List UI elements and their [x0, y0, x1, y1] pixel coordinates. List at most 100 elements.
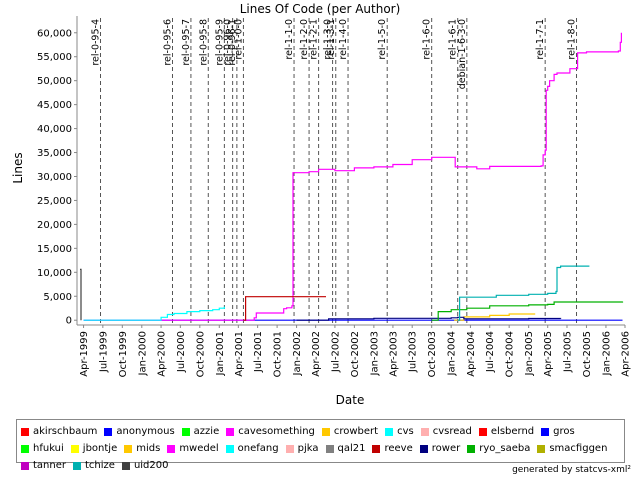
- legend-swatch: [478, 427, 487, 436]
- y-tick-label: 15,000: [37, 244, 72, 255]
- x-tick-label: Jul-2003: [408, 331, 419, 373]
- series-line-crowbert: [454, 313, 536, 321]
- legend-item-anonymous: anonymous: [104, 423, 175, 440]
- series-lines: [80, 32, 624, 321]
- release-marker-label: debian-1-6-3-0: [457, 19, 468, 89]
- legend-swatch: [167, 444, 176, 453]
- x-tick-label: Jan-2003: [369, 331, 380, 376]
- legend-item-smacfiggen: smacfiggen: [537, 440, 607, 457]
- x-tick-label: Jul-2004: [485, 331, 496, 373]
- legend-item-ryo_saeba: ryo_saeba: [467, 440, 530, 457]
- legend-label: cvsread: [432, 426, 472, 437]
- legend-label: azzie: [193, 426, 220, 437]
- release-marker-label: rel-1-6-0: [422, 19, 433, 60]
- series-line-mwedel: [83, 32, 622, 321]
- legend-swatch: [325, 444, 334, 453]
- x-tick-label: Oct-2003: [427, 331, 438, 377]
- x-tick-label: Apr-2004: [466, 331, 477, 377]
- release-marker-label: rel-1-2-1: [309, 19, 320, 60]
- legend-swatch: [285, 444, 294, 453]
- legend-label: tchize: [85, 460, 115, 471]
- x-tick-label: Jan-2005: [524, 331, 535, 376]
- x-tick-label: Oct-2004: [505, 331, 516, 377]
- y-tick-label: 40,000: [37, 124, 72, 135]
- legend-label: pjka: [297, 443, 319, 454]
- x-tick-label: Oct-2000: [195, 331, 206, 377]
- legend-item-jbontje: jbontje: [70, 440, 118, 457]
- legend-label: jbontje: [82, 443, 118, 454]
- x-tick-label: Apr-2001: [234, 331, 245, 377]
- release-marker-label: rel-0-95-9: [214, 19, 225, 66]
- x-tick-label: Apr-2002: [311, 331, 322, 377]
- release-marker-label: rel-0-96-0: [223, 19, 234, 66]
- release-marker-label: rel-0-96-1: [227, 19, 238, 66]
- release-marker-label: rel-1-3-1: [326, 19, 337, 60]
- x-tick-label: Jan-2001: [215, 331, 226, 376]
- legend-swatch: [21, 444, 29, 453]
- release-marker-label: rel-1-3-0: [323, 19, 334, 60]
- x-tick-label: Apr-2005: [543, 331, 554, 377]
- legend-label: cvs: [397, 426, 414, 437]
- y-tick-label: 30,000: [37, 172, 72, 183]
- legend: akirschbaum anonymous azzie cavesomething cr…: [16, 419, 625, 471]
- legend-label: rower: [431, 443, 461, 454]
- legend-swatch: [225, 444, 234, 453]
- x-tick-label: Oct-1999: [118, 331, 129, 377]
- series-line-uid200: [80, 268, 82, 321]
- x-tick-label: Jan-2004: [447, 331, 458, 376]
- y-tick-label: 0: [66, 316, 72, 327]
- x-tick-label: Apr-2003: [388, 331, 399, 377]
- legend-item-mids: mids: [124, 440, 160, 457]
- legend-swatch: [226, 427, 235, 436]
- x-tick-label: Oct-2001: [273, 331, 284, 377]
- legend-item-azzie: azzie: [181, 423, 220, 440]
- legend-swatch: [124, 444, 133, 453]
- y-tick-label: 35,000: [37, 148, 72, 159]
- legend-label: onefang: [237, 443, 279, 454]
- series-line-tchize: [457, 265, 590, 321]
- legend-label: crowbert: [333, 426, 379, 437]
- y-axis-label: Lines: [11, 152, 25, 183]
- release-marker-label: rel-1-8-0: [567, 19, 578, 60]
- legend-label: mwedel: [179, 443, 219, 454]
- y-tick-label: 55,000: [37, 52, 72, 63]
- legend-label: anonymous: [116, 426, 175, 437]
- y-tick-label: 60,000: [37, 28, 72, 39]
- legend-item-hfukui: hfukui: [21, 440, 64, 457]
- legend-swatch: [21, 427, 29, 436]
- legend-label: gros: [553, 426, 575, 437]
- x-tick-label: Jan-2006: [601, 331, 612, 376]
- legend-item-tanner: tanner: [21, 457, 66, 474]
- legend-item-tchize: tchize: [73, 457, 115, 474]
- footer-credit: generated by statcvs-xml²: [512, 465, 631, 475]
- legend-item-crowbert: crowbert: [321, 423, 379, 440]
- legend-label: hfukui: [33, 443, 64, 454]
- legend-swatch: [104, 427, 113, 436]
- x-tick-label: Jan-2000: [137, 331, 148, 376]
- legend-swatch: [537, 444, 546, 453]
- legend-swatch: [73, 461, 81, 470]
- legend-swatch: [181, 427, 190, 436]
- release-marker-label: rel-0-95-4: [91, 19, 102, 66]
- legend-swatch: [321, 427, 330, 436]
- y-tick-label: 25,000: [37, 196, 72, 207]
- legend-label: reeve: [384, 443, 413, 454]
- legend-item-qal21: qal21: [325, 440, 365, 457]
- legend-item-elsbernd: elsbernd: [478, 423, 534, 440]
- release-marker-label: rel-0-95-6: [162, 19, 173, 66]
- x-tick-label: Jan-2002: [292, 331, 303, 376]
- release-marker-label: rel-1-1-0: [284, 19, 295, 60]
- release-marker-label: rel-0-95-7: [181, 19, 192, 66]
- legend-item-onefang: onefang: [225, 440, 279, 457]
- x-tick-label: Jul-2001: [253, 331, 264, 373]
- y-tick-label: 50,000: [37, 76, 72, 87]
- series-line-ryo_saeba: [431, 301, 624, 321]
- release-marker-label: rel-1-2-0: [299, 19, 310, 60]
- x-tick-label: Apr-2006: [621, 331, 632, 377]
- legend-swatch: [419, 444, 428, 453]
- legend-label: ryo_saeba: [479, 443, 531, 454]
- series-line-onefang: [83, 306, 225, 321]
- legend-item-pjka: pjka: [285, 440, 319, 457]
- series-line-rower: [296, 316, 562, 321]
